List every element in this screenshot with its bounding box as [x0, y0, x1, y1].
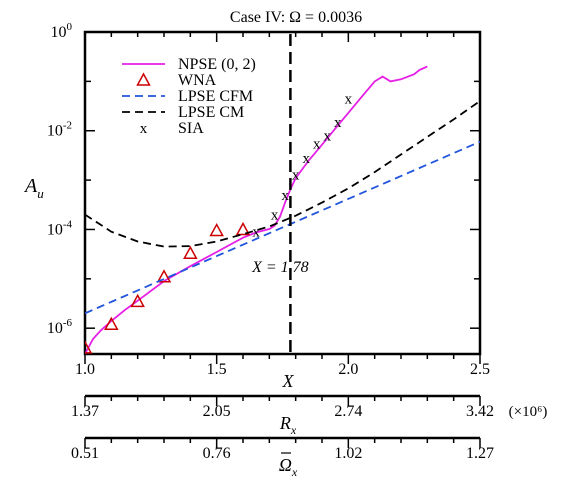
x-tick-label: 1.0	[75, 361, 95, 378]
x-tick-label: 1.27	[466, 445, 494, 462]
point-sia: x	[252, 225, 260, 241]
series-line-lpse-cfm	[85, 140, 480, 315]
series-line-lpse-cm	[85, 100, 480, 248]
point-wna	[85, 340, 93, 354]
point-wna	[104, 316, 119, 331]
x-axes: 1.0 1.5 2.0 2.5 X 1.37 2.05 2.74 3.42 Rx (×10⁶) 0.5…	[71, 32, 547, 479]
point-wna	[235, 221, 251, 236]
y-axis-label: Au	[23, 175, 44, 201]
point-sia: x	[292, 167, 300, 183]
x-tick-label: 3.42	[466, 403, 494, 420]
point-wna	[209, 222, 224, 237]
chart-title: Case IV: Ω = 0.0036	[230, 9, 362, 26]
y-axis-tick-labels: 100 10-2 10-4 10-6	[47, 21, 73, 337]
x-tick-label: 1.02	[334, 445, 362, 462]
legend-label: LPSE CM	[178, 104, 244, 121]
point-wna	[183, 245, 198, 259]
x-tick-label: 1.5	[207, 361, 227, 378]
y-tick-label: 10-6	[47, 317, 73, 337]
x-axis-label: X	[282, 371, 295, 391]
x-tick-label: 0.51	[71, 445, 99, 462]
point-sia: x	[281, 188, 289, 204]
point-wna	[130, 293, 145, 308]
x-tick-label: 1.37	[71, 403, 99, 420]
point-sia: x	[302, 151, 310, 167]
x-axis-label: Rx	[279, 413, 297, 437]
legend-label: WNA	[178, 72, 217, 89]
x-tick-label: 2.74	[334, 403, 362, 420]
point-sia: x	[324, 129, 332, 145]
y-tick-label: 10-2	[47, 120, 72, 140]
series-line-npse-0-2	[85, 65, 428, 354]
y-tick-label: 10-4	[47, 218, 73, 238]
annotation-label: X = 1.78	[251, 259, 309, 276]
legend-label: SIA	[178, 120, 204, 137]
plot-frame	[83, 30, 482, 356]
point-sia: x	[345, 91, 353, 107]
legend-label: NPSE (0, 2)	[178, 56, 256, 73]
legend-marker: x	[140, 121, 148, 137]
x-axis-multiplier: (×10⁶)	[509, 404, 548, 420]
point-sia: x	[334, 115, 342, 131]
legend-marker	[136, 72, 151, 86]
point-sia: x	[271, 208, 279, 224]
y-tick-label: 100	[51, 21, 73, 41]
x-tick-label: 2.0	[338, 361, 358, 378]
legend-label: LPSE CFM	[178, 88, 253, 105]
x-tick-label: 2.05	[203, 403, 231, 420]
x-tick-label: 0.76	[203, 445, 231, 462]
point-sia: x	[313, 137, 321, 153]
y-axis-ticks	[85, 31, 480, 329]
point-wna	[156, 269, 172, 283]
x-tick-label: 2.5	[470, 361, 490, 378]
x-axis-label: Ωx	[279, 455, 298, 479]
